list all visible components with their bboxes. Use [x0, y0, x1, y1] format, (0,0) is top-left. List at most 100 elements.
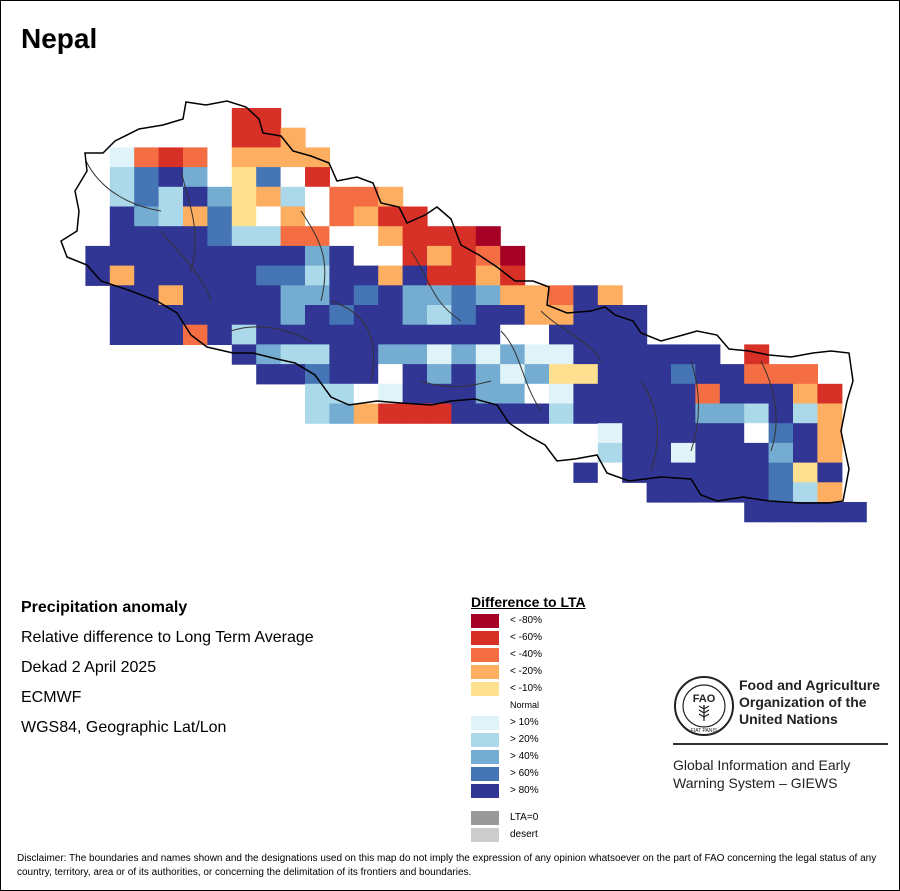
grid-cell: [402, 206, 428, 227]
legend-label: < -20%: [510, 666, 542, 677]
grid-cell: [671, 344, 696, 365]
grid-cell: [207, 167, 233, 188]
grid-cell: [353, 324, 379, 345]
grid-cell: [353, 344, 379, 365]
grid-cell: [573, 403, 599, 424]
grid-cell: [280, 245, 306, 267]
grid-cell: [158, 206, 184, 227]
grid-cell: [353, 245, 379, 267]
map-projection: WGS84, Geographic Lat/Lon: [21, 719, 227, 736]
grid-cell: [744, 423, 770, 444]
grid-cell: [109, 305, 135, 326]
grid-cell: [329, 324, 355, 345]
legend-label: > 60%: [510, 768, 539, 779]
grid-cell: [475, 226, 501, 247]
grid-cell: [451, 265, 477, 286]
grid-cell: [719, 364, 745, 385]
grid-cell: [451, 226, 477, 247]
grid-cell: [549, 364, 574, 385]
grid-cell: [231, 186, 257, 208]
grid-cell: [573, 324, 599, 345]
grid-cell: [475, 403, 501, 424]
grid-cell: [793, 482, 818, 503]
grid-cell: [841, 502, 867, 523]
legend-label: < -60%: [510, 632, 542, 643]
grid-cell: [378, 344, 404, 365]
grid-cell: [549, 324, 574, 345]
grid-cell: [695, 462, 721, 483]
grid-cell: [671, 482, 696, 503]
grid-cell: [524, 344, 550, 365]
grid-cell: [622, 364, 648, 385]
grid-cell: [475, 364, 501, 385]
grid-cell: [695, 344, 721, 365]
grid-cell: [256, 206, 282, 227]
grid-cell: [793, 423, 818, 444]
grid-cell: [500, 265, 526, 286]
grid-cell: [256, 226, 282, 247]
grid-cell: [353, 226, 379, 247]
grid-cell: [524, 364, 550, 385]
grid-cell: [549, 344, 574, 365]
grid-cell: [695, 383, 721, 405]
grid-cell: [646, 403, 672, 424]
svg-text:FIAT PANIS: FIAT PANIS: [691, 728, 718, 734]
grid-cell: [817, 442, 843, 464]
district-boundary: [640, 380, 659, 472]
grid-cell: [305, 265, 330, 286]
grid-cell: [158, 167, 184, 188]
grid-cell: [524, 403, 550, 424]
grid-cell: [817, 462, 843, 483]
grid-cell: [378, 364, 404, 385]
grid-cell: [353, 285, 379, 306]
grid-cell: [207, 324, 233, 345]
grid-cell: [378, 226, 404, 247]
grid-cell: [524, 285, 550, 306]
grid-cell: [597, 324, 623, 345]
legend-label: > 80%: [510, 785, 539, 796]
grid-cell: [719, 383, 745, 405]
grid-cell: [475, 344, 501, 365]
grid-cell: [793, 383, 818, 405]
grid-cell: [402, 245, 428, 267]
legend-label: < -80%: [510, 615, 542, 626]
grid-cell: [719, 403, 745, 424]
grid-cell: [329, 265, 355, 286]
grid-cell: [475, 285, 501, 306]
legend-label: LTA=0: [510, 812, 539, 823]
grid-cell: [622, 344, 648, 365]
grid-cell: [427, 344, 452, 365]
grid-cell: [158, 265, 184, 286]
grid-cell: [256, 147, 282, 168]
map-source: ECMWF: [21, 689, 82, 706]
grid-cell: [744, 442, 770, 464]
grid-cell: [280, 324, 306, 345]
grid-cell: [231, 344, 257, 365]
grid-cell: [524, 324, 550, 345]
grid-cell: [134, 186, 160, 208]
grid-cell: [256, 245, 282, 267]
grid-cell: [183, 245, 208, 267]
grid-cell: [109, 206, 135, 227]
grid-cell: [158, 285, 184, 306]
district-boundary: [160, 230, 212, 302]
grid-cell: [134, 305, 160, 326]
grid-cell: [353, 265, 379, 286]
grid-cell: [109, 265, 135, 286]
grid-cell: [256, 324, 282, 345]
grid-cell: [329, 285, 355, 306]
grid-cell: [305, 167, 330, 188]
legend-label: < -10%: [510, 683, 542, 694]
grid-cell: [646, 482, 672, 503]
grid-cell: [671, 403, 696, 424]
grid-cell: [378, 305, 404, 326]
svg-text:FAO: FAO: [693, 693, 716, 705]
grid-cell: [329, 403, 355, 424]
grid-cell: [134, 206, 160, 227]
grid-cell: [183, 147, 208, 168]
grid-cell: [597, 344, 623, 365]
grid-cell: [305, 245, 330, 267]
grid-cell: [768, 442, 794, 464]
grid-cell: [353, 364, 379, 385]
grid-cell: [402, 383, 428, 405]
